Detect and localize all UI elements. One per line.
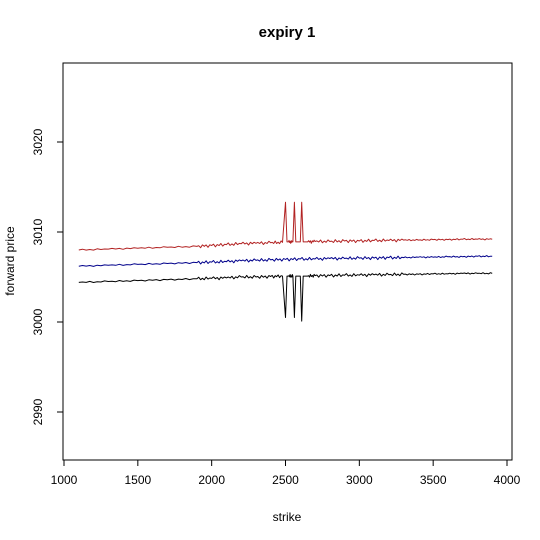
x-tick-label: 2500: [272, 473, 299, 487]
y-axis: 2990 3000 3010 3020: [31, 128, 63, 425]
plot-frame: [62, 62, 513, 461]
y-tick-label: 3000: [31, 308, 45, 335]
series-line-2: [78, 255, 493, 267]
y-axis-label: forward price: [3, 226, 17, 296]
x-axis-label: strike: [273, 510, 302, 524]
y-tick-label: 2990: [31, 398, 45, 425]
series-line-3: [78, 272, 493, 322]
x-tick-label: 1500: [124, 473, 151, 487]
y-tick-label: 3020: [31, 128, 45, 155]
plot-lines: [78, 201, 493, 322]
x-axis: 1000 1500 2000 2500 3000 3500 4000: [51, 460, 521, 487]
y-tick-label: 3010: [31, 218, 45, 245]
series-line-1: [78, 201, 493, 251]
x-tick-label: 4000: [494, 473, 521, 487]
x-tick-label: 3500: [420, 473, 447, 487]
x-tick-label: 3000: [346, 473, 373, 487]
x-tick-label: 1000: [51, 473, 78, 487]
x-tick-label: 2000: [198, 473, 225, 487]
chart-title: expiry 1: [259, 24, 316, 41]
